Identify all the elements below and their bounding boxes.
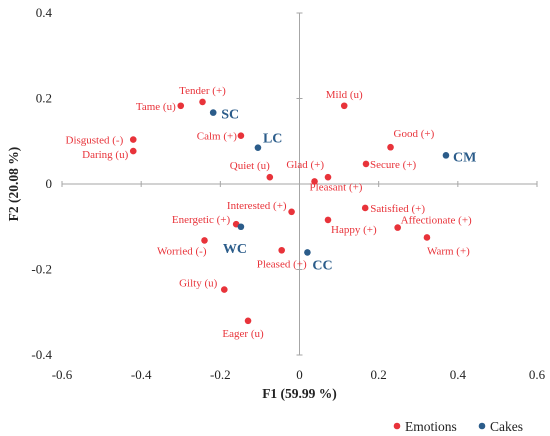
emotion-point: [311, 178, 318, 185]
cake-point: [209, 109, 217, 116]
emotion-point: [244, 317, 252, 325]
legend: Emotions Cakes: [393, 419, 523, 434]
emotion-point-label: Affectionate (+): [401, 215, 472, 227]
emotion-point-label: Interested (+): [227, 200, 287, 212]
data-points: Tender (+)Tame (u) Mild (u) Disgusted (-) D…: [66, 85, 477, 340]
x-tick-label: -0.2: [210, 367, 231, 382]
emotion-point: [288, 208, 295, 216]
y-tick-label: 0.2: [36, 91, 52, 106]
emotion-point: [237, 132, 245, 139]
emotion-point-label: Satisfied (+): [370, 203, 425, 215]
x-axis-ticks: -0.6 -0.4 -0.2 0 0.2 0.4 0.6: [52, 181, 546, 382]
x-tick-label: 0.4: [450, 367, 467, 382]
emotion-point: [199, 98, 206, 106]
emotion-point-label: Mild (u): [326, 89, 363, 101]
emotion-point: [423, 234, 431, 241]
legend-marker: [478, 422, 486, 430]
emotion-point: [177, 102, 185, 110]
legend-label: Emotions: [405, 419, 457, 434]
emotion-point: [266, 173, 274, 181]
legend-label: Cakes: [490, 419, 523, 434]
y-tick-label: -0.4: [31, 347, 52, 362]
emotion-point-label: Eager (u): [222, 328, 264, 340]
x-tick-label: 0: [296, 367, 303, 382]
emotion-point-label: Pleased (+): [257, 258, 307, 270]
emotion-point-label: Glad (+): [286, 159, 324, 171]
x-tick-label: -0.6: [52, 367, 73, 382]
series-emotions: Tender (+)Tame (u) Mild (u) Disgusted (-) D…: [66, 85, 473, 340]
x-tick-label: -0.4: [131, 367, 152, 382]
y-axis-title: F2 (20.08 %): [6, 147, 21, 222]
y-tick-label: -0.2: [31, 262, 52, 277]
cake-point: [442, 152, 450, 159]
x-tick-label: 0.2: [371, 367, 387, 382]
cake-point-label: WC: [223, 242, 247, 257]
cake-point-label: CM: [453, 150, 476, 165]
cake-point-label: CC: [312, 258, 332, 273]
series-cakes: SC LC CM WC CC: [209, 108, 476, 273]
emotion-point-label: Good (+): [394, 128, 435, 140]
emotion-point-label: Secure (+): [370, 159, 417, 171]
emotion-point-label: Happy (+): [331, 224, 377, 236]
emotion-point: [129, 136, 137, 143]
y-axis-ticks: -0.4 -0.2 0 0.2 0.4: [31, 5, 303, 362]
legend-marker: [393, 422, 401, 430]
emotion-point: [362, 160, 370, 168]
emotion-point: [324, 173, 332, 181]
emotion-point-label: Tame (u): [136, 101, 176, 113]
emotion-point-label: Energetic (+): [172, 214, 231, 226]
cake-point-label: SC: [221, 108, 239, 123]
emotion-point: [201, 237, 208, 244]
emotion-point: [387, 143, 394, 151]
emotion-point-label: Pleasant (+): [310, 181, 363, 193]
emotion-point: [361, 204, 369, 212]
emotion-point: [340, 102, 348, 110]
cake-point-label: LC: [263, 132, 282, 147]
emotion-point-label: Gilty (u): [179, 278, 218, 290]
emotion-point: [129, 147, 137, 155]
emotion-point: [324, 216, 332, 224]
cake-point: [254, 144, 262, 151]
emotion-point-label: Daring (u): [82, 149, 128, 161]
y-tick-label: 0: [46, 176, 53, 191]
emotion-point-label: Quiet (u): [230, 160, 270, 172]
x-tick-label: 0.6: [529, 367, 546, 382]
emotion-point-label: Calm (+): [197, 131, 237, 143]
emotion-point-label: Warm (+): [427, 245, 470, 257]
emotion-point: [220, 286, 228, 293]
emotion-point-label: Tender (+): [179, 85, 226, 97]
x-axis-title: F1 (59.99 %): [262, 386, 337, 401]
emotion-point-label: Worried (-): [157, 245, 207, 257]
cake-point: [237, 223, 245, 231]
emotion-point: [278, 246, 285, 254]
emotion-point: [394, 224, 401, 231]
cake-point: [304, 249, 311, 256]
y-tick-label: 0.4: [36, 5, 53, 20]
emotion-point-label: Disgusted (-): [66, 135, 124, 147]
